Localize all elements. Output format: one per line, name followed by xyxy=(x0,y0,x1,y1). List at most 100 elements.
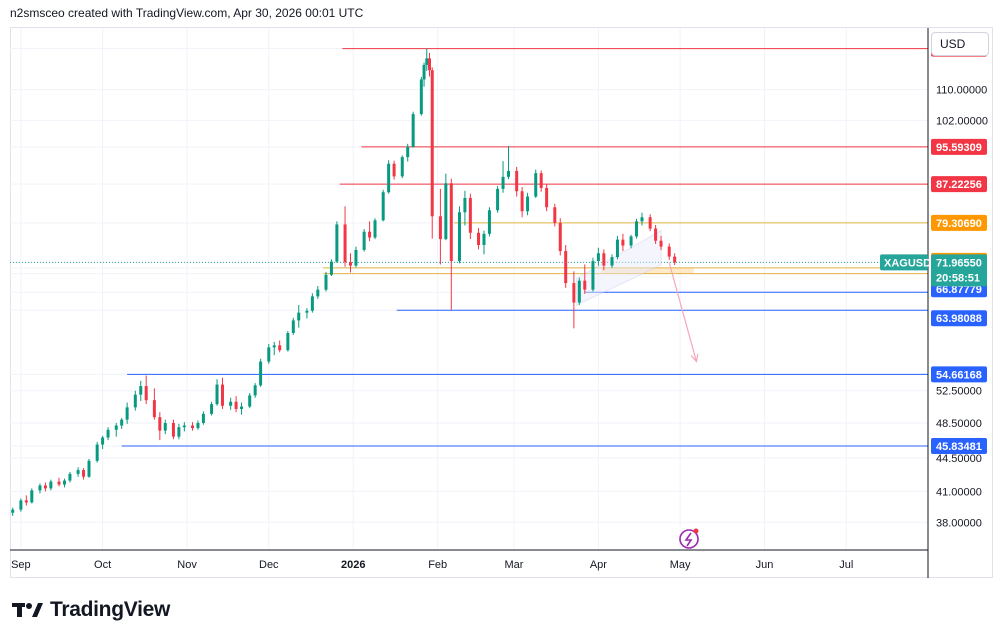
candle xyxy=(444,173,448,241)
candle xyxy=(286,331,290,352)
badge-text: 54.66168 xyxy=(936,369,982,381)
price-tick-label: 44.50000 xyxy=(936,453,982,465)
candle xyxy=(291,317,295,336)
last-price-value: 71.96550 xyxy=(936,257,982,269)
candle xyxy=(354,246,358,268)
candle xyxy=(19,498,23,512)
candle-body xyxy=(158,417,162,431)
countdown-timer: 20:58:51 xyxy=(936,272,980,284)
candle-body xyxy=(259,361,263,386)
candle-body xyxy=(272,345,276,348)
badge-text: 87.22256 xyxy=(936,179,982,191)
tradingview-logo[interactable]: TradingView xyxy=(12,598,170,622)
candle-body xyxy=(482,233,486,246)
candle-body xyxy=(253,385,257,396)
candle xyxy=(640,212,644,226)
candle-body xyxy=(139,386,143,395)
candle-body xyxy=(240,406,244,409)
candle xyxy=(539,170,543,192)
price-tick-label: 41.00000 xyxy=(936,486,982,498)
candle xyxy=(482,230,486,255)
price-badge-support: 54.66168 xyxy=(931,366,987,383)
candle-body xyxy=(659,240,663,247)
candle-body xyxy=(95,444,99,461)
candle-body xyxy=(101,437,105,445)
time-tick-label: Sep xyxy=(11,559,31,571)
candle xyxy=(196,420,200,430)
price-tick-label: 102.00000 xyxy=(936,115,988,127)
candle xyxy=(468,193,472,240)
candle-body xyxy=(406,146,410,158)
candle xyxy=(11,507,15,516)
badge-bg xyxy=(931,310,987,327)
time-tick-label: Apr xyxy=(590,559,607,571)
price-axis: 110.00000 102.00000 52.50000 48.50000 44.500… xyxy=(927,28,988,578)
trend-channel xyxy=(576,229,662,306)
candle-body xyxy=(501,176,505,189)
price-tick-label: 110.00000 xyxy=(936,85,987,97)
candle xyxy=(24,495,28,506)
chart-frame xyxy=(10,27,993,578)
channel-band xyxy=(576,229,662,306)
chart-caption: n2smsceo created with TradingView.com, A… xyxy=(10,6,364,20)
time-axis: Sep Oct Nov Dec 2026 Feb Mar Apr May Jun Jul xyxy=(10,549,928,571)
candle xyxy=(392,160,396,180)
candle xyxy=(297,305,301,328)
candle xyxy=(411,111,415,148)
price-badge-resistance: 87.22256 xyxy=(931,176,987,193)
candle xyxy=(191,422,195,431)
candle xyxy=(82,468,86,480)
candle-body xyxy=(596,253,600,262)
candle xyxy=(572,271,576,329)
candle-body xyxy=(463,197,467,213)
candle xyxy=(553,203,557,227)
candle xyxy=(240,402,244,415)
candle-body xyxy=(201,413,205,423)
candle-body xyxy=(297,312,301,321)
candle xyxy=(373,218,377,240)
candle xyxy=(463,190,467,226)
candle xyxy=(215,379,219,406)
candle-body xyxy=(76,470,80,474)
candle xyxy=(673,253,677,266)
candle-body xyxy=(373,220,377,238)
candle-body xyxy=(152,400,156,418)
symbol-tag-bg xyxy=(880,254,928,271)
badge-bg xyxy=(931,138,987,155)
candle-body xyxy=(291,320,295,334)
candle xyxy=(419,76,423,116)
candle-body xyxy=(191,425,195,429)
candle-body xyxy=(305,310,309,313)
arrow-shaft xyxy=(668,262,698,362)
candle xyxy=(177,423,181,440)
candle-body xyxy=(615,239,619,258)
candle-body xyxy=(114,425,118,430)
candle xyxy=(220,377,224,409)
time-tick-label: 2026 xyxy=(341,559,365,571)
grid-lines xyxy=(10,28,928,550)
candle xyxy=(335,221,339,263)
price-badge-resistance: 95.59309 xyxy=(931,138,987,155)
candle-body xyxy=(621,239,625,246)
candle xyxy=(558,218,562,256)
candle xyxy=(343,206,347,267)
candle-body xyxy=(62,480,66,485)
time-tick-label: Nov xyxy=(177,559,197,571)
candle xyxy=(406,143,410,162)
candle xyxy=(430,67,434,239)
last-price-badge: XAGUSD 71.96550 20:58:51 xyxy=(880,254,987,287)
time-tick-label: Feb xyxy=(428,559,447,571)
candle xyxy=(635,218,639,239)
candle-body xyxy=(125,407,129,420)
candle xyxy=(272,341,276,356)
candle-body xyxy=(400,157,404,177)
candle xyxy=(152,388,156,420)
badge-bg xyxy=(931,214,987,231)
candle-body xyxy=(572,283,576,303)
candle xyxy=(324,271,328,292)
currency-button[interactable]: USD xyxy=(931,32,989,56)
candle-body xyxy=(286,333,290,351)
candle-body xyxy=(496,188,500,211)
candle-body xyxy=(430,70,434,217)
